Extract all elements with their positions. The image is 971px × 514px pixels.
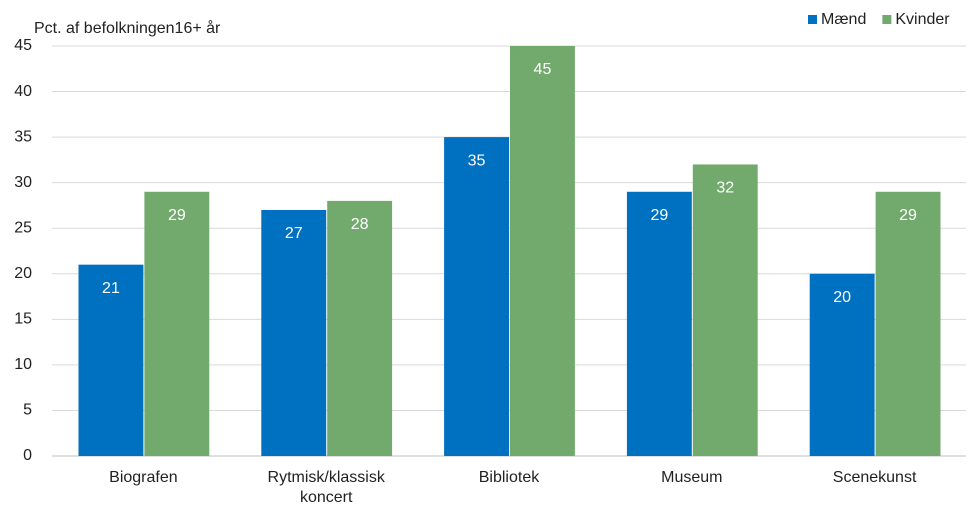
y-tick-label: 25 [14, 219, 32, 236]
y-tick-label: 40 [14, 83, 32, 100]
bar [78, 264, 144, 456]
data-label: 28 [351, 216, 369, 233]
data-label: 21 [102, 280, 120, 297]
legend-label: Mænd [821, 11, 866, 28]
bar [510, 46, 575, 456]
y-tick-label: 15 [14, 311, 32, 328]
data-label: 20 [833, 289, 851, 306]
x-tick-label: Rytmisk/klassisk koncert [267, 469, 385, 506]
bar [692, 164, 758, 456]
x-tick-label: Bibliotek [478, 469, 540, 486]
data-label: 29 [899, 207, 917, 224]
data-label: 27 [285, 225, 303, 242]
y-tick-label: 30 [14, 174, 32, 191]
bar [327, 200, 393, 456]
legend-label: Kvinder [895, 11, 950, 28]
data-label: 45 [534, 61, 552, 78]
bar [444, 137, 509, 456]
data-label: 29 [168, 207, 186, 224]
y-tick-label: 45 [14, 37, 32, 54]
x-tick-label: Biografen [109, 469, 178, 486]
y-tick-label: 0 [23, 447, 32, 464]
x-tick-label: Museum [661, 469, 723, 486]
bar [144, 191, 210, 456]
legend-swatch [808, 15, 817, 24]
y-axis-label: Pct. af befolkningen16+ år [34, 19, 221, 37]
data-label: 35 [468, 152, 486, 169]
bar [626, 191, 692, 456]
bar [809, 273, 875, 456]
data-label: 29 [650, 207, 668, 224]
bar [261, 210, 327, 456]
legend-swatch [882, 15, 892, 24]
y-tick-label: 35 [14, 128, 32, 145]
y-tick-label: 20 [14, 265, 32, 282]
y-tick-label: 5 [23, 402, 32, 419]
bar [875, 191, 941, 456]
x-tick-label: Scenekunst [832, 469, 917, 486]
data-label: 32 [716, 180, 734, 197]
y-tick-label: 10 [14, 356, 32, 373]
